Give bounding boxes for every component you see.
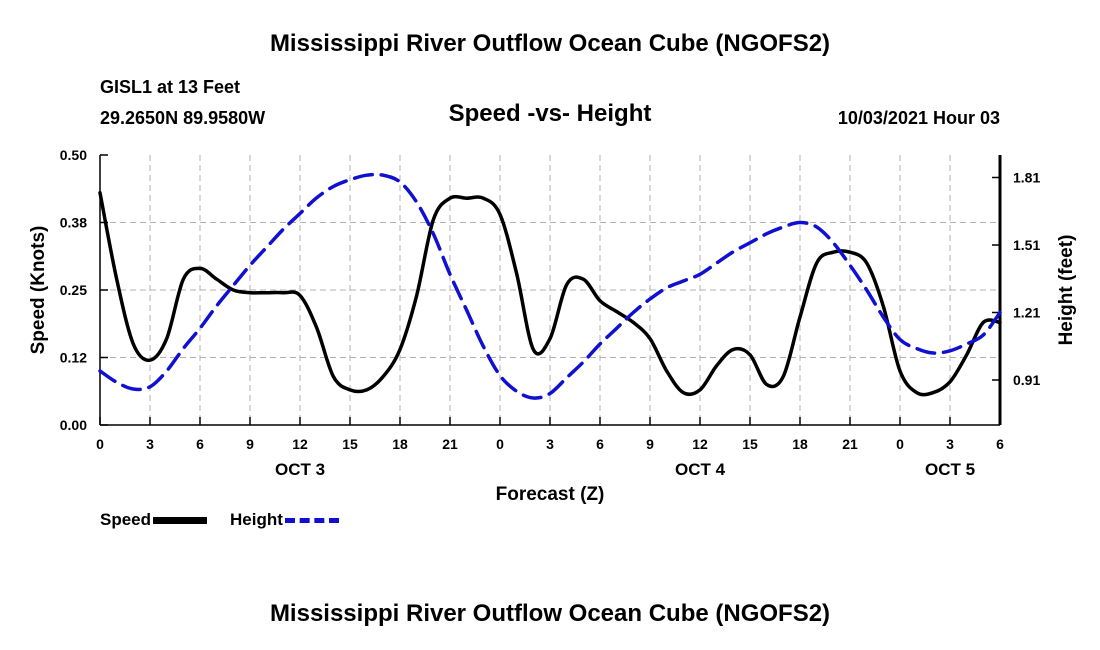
chart-subtitle: Speed -vs- Height — [448, 100, 652, 127]
x-tick-label: 18 — [392, 436, 408, 452]
x-tick-label: 21 — [442, 436, 458, 452]
legend-height-label: Height — [230, 510, 283, 529]
y-tick-label-right: 1.21 — [1013, 305, 1040, 321]
x-tick-label: 3 — [146, 436, 154, 452]
x-axis-title: Forecast (Z) — [496, 484, 605, 505]
x-tick-label: 9 — [646, 436, 654, 452]
x-tick-label: 6 — [996, 436, 1004, 452]
forecast-datetime: 10/03/2021 Hour 03 — [837, 108, 1000, 128]
legend-speed-label: Speed — [100, 510, 152, 529]
y-tick-label-left: 0.00 — [60, 417, 87, 433]
x-tick-label: 0 — [496, 436, 504, 452]
x-tick-label: 3 — [546, 436, 554, 452]
y-tick-label-right: 1.51 — [1013, 237, 1040, 253]
legend-speed: Speed — [100, 510, 208, 530]
station-label: GISL1 at 13 Feet — [100, 77, 241, 97]
x-tick-label: 18 — [792, 436, 808, 452]
legend-height: Height — [230, 510, 339, 530]
x-tick-label: 0 — [896, 436, 904, 452]
legend-speed-swatch — [153, 517, 208, 525]
y-tick-label-left: 0.38 — [60, 215, 87, 231]
x-tick-label: 12 — [292, 436, 308, 452]
coordinates-label: 29.2650N 89.9580W — [100, 108, 266, 128]
date-label: OCT 3 — [275, 460, 325, 479]
y-tick-label-left: 0.12 — [60, 350, 87, 366]
footer-title: Mississippi River Outflow Ocean Cube (NG… — [269, 600, 831, 627]
height-series-line — [98, 172, 1002, 400]
chart-title: Mississippi River Outflow Ocean Cube (NG… — [269, 30, 831, 57]
x-tick-label: 21 — [842, 436, 858, 452]
x-tick-label: 0 — [96, 436, 104, 452]
y-axis-title-right: Height (feet) — [1056, 235, 1077, 346]
x-tick-label: 6 — [196, 436, 204, 452]
x-tick-label: 6 — [596, 436, 604, 452]
y-tick-label-right: 1.81 — [1013, 170, 1040, 186]
date-label: OCT 4 — [675, 460, 726, 479]
y-tick-label-right: 0.91 — [1013, 372, 1040, 388]
y-tick-label-left: 0.50 — [60, 147, 87, 163]
y-tick-label-left: 0.25 — [60, 282, 87, 298]
date-label: OCT 5 — [925, 460, 975, 479]
x-tick-label: 15 — [742, 436, 758, 452]
x-tick-label: 12 — [692, 436, 708, 452]
speed-series-line — [98, 191, 1002, 397]
x-tick-label: 3 — [946, 436, 954, 452]
legend-height-swatch — [284, 518, 339, 524]
y-axis-title-left: Speed (Knots) — [28, 226, 49, 355]
x-tick-label: 15 — [342, 436, 358, 452]
x-tick-label: 9 — [246, 436, 254, 452]
